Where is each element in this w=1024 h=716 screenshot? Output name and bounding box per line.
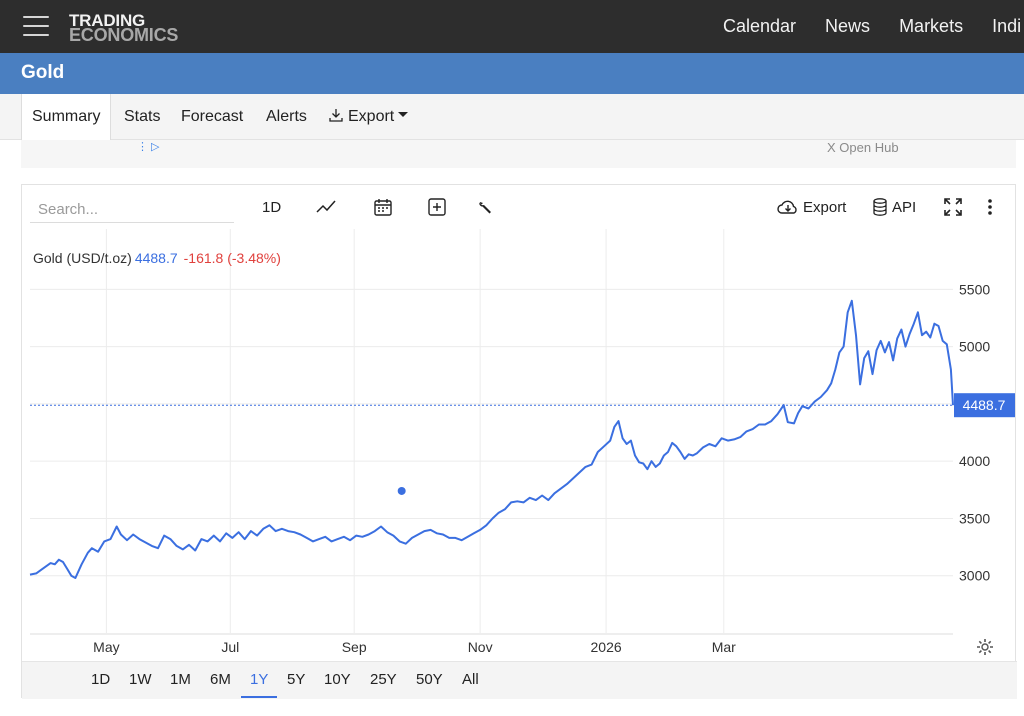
chart-settings-gear-icon[interactable] [975, 637, 995, 662]
top-nav-links: Calendar News Markets Indi [723, 0, 1024, 53]
x-tick-label: Nov [468, 639, 493, 655]
ad-info-icon[interactable]: ⋮ ▷ [137, 141, 160, 153]
y-tick-label: 3500 [959, 510, 990, 526]
section-tabs: Summary Stats Forecast Alerts Export [0, 94, 1024, 141]
wrench-icon[interactable] [475, 195, 495, 219]
nav-indicators[interactable]: Indi [992, 16, 1022, 36]
api-button[interactable]: API [871, 195, 916, 219]
calendar-icon[interactable] [373, 195, 393, 219]
legend-value: 4488.7 [134, 250, 178, 266]
top-navigation-bar: TRADING ECONOMICS Calendar News Markets … [0, 0, 1024, 53]
x-tick-label: May [93, 639, 119, 655]
chart-panel: 3000 3500 4000 5000 5500 May Jul Sep Nov 2026 Mar 4… [21, 184, 1017, 699]
legend-series-name: Gold (USD/t.oz) [33, 250, 132, 266]
range-all[interactable]: All [462, 671, 479, 688]
range-6m[interactable]: 6M [210, 671, 231, 688]
price-chart[interactable]: 3000 3500 4000 5000 5500 May Jul Sep Nov 2026 Mar 4… [22, 185, 1017, 699]
nav-news[interactable]: News [825, 16, 871, 36]
ad-text: X Open Hub [827, 140, 899, 155]
range-25y[interactable]: 25Y [370, 671, 397, 688]
download-icon [329, 109, 343, 122]
fullscreen-icon[interactable] [942, 195, 964, 219]
site-logo[interactable]: TRADING ECONOMICS [69, 11, 179, 45]
series-line [29, 299, 954, 579]
logo-line-1: TRADING [69, 11, 146, 30]
ad-banner[interactable]: ⋮ ▷ X Open Hub [21, 140, 1016, 168]
page-title: Gold [21, 62, 65, 83]
nav-calendar[interactable]: Calendar [723, 16, 797, 36]
tab-alerts[interactable]: Alerts [266, 108, 307, 125]
x-tick-label: Sep [342, 639, 367, 655]
nav-markets[interactable]: Markets [899, 16, 964, 36]
search-input[interactable] [30, 197, 234, 223]
logo-line-2: ECONOMICS [69, 25, 179, 45]
page-title-bar: Gold [0, 53, 1024, 94]
api-label: API [892, 198, 917, 216]
range-1w[interactable]: 1W [129, 671, 152, 688]
x-tick-label: 2026 [591, 639, 622, 655]
tab-export-label: Export [348, 108, 395, 125]
range-1d[interactable]: 1D [91, 671, 111, 688]
compare-plus-icon[interactable] [427, 195, 447, 219]
y-tick-label: 3000 [959, 568, 990, 584]
interval-button[interactable]: 1D [262, 198, 282, 216]
tab-forecast[interactable]: Forecast [181, 108, 244, 125]
chart-type-line-icon[interactable] [315, 195, 337, 219]
range-5y[interactable]: 5Y [287, 671, 306, 688]
chart-export-label: Export [803, 198, 847, 216]
tab-stats[interactable]: Stats [124, 108, 161, 125]
hamburger-menu-icon[interactable] [23, 16, 49, 38]
database-icon [873, 198, 887, 216]
range-10y[interactable]: 10Y [324, 671, 351, 688]
last-value-box [954, 393, 1015, 418]
hover-marker [397, 486, 406, 495]
y-tick-label: 5000 [959, 339, 990, 355]
legend-change: -161.8 (-3.48%) [183, 250, 281, 266]
range-50y[interactable]: 50Y [416, 671, 443, 688]
range-1y[interactable]: 1Y [241, 662, 278, 698]
range-selector: 1D 1W 1M 6M 1Y 5Y 10Y 25Y 50Y All [22, 661, 1017, 699]
cloud-download-icon [777, 200, 797, 214]
x-tick-label: Mar [712, 639, 736, 655]
y-tick-label: 4000 [959, 453, 990, 469]
range-1m[interactable]: 1M [170, 671, 191, 688]
chart-export-button[interactable]: Export [776, 195, 846, 219]
last-value-label: 4488.7 [963, 397, 1006, 413]
caret-down-icon [398, 112, 409, 117]
x-tick-label: Jul [221, 639, 239, 655]
tab-export[interactable]: Export [328, 94, 413, 140]
y-tick-label: 5500 [959, 281, 990, 297]
chart-legend: Gold (USD/t.oz) 4488.7 -161.8 (-3.48%) [33, 250, 281, 266]
tab-summary[interactable]: Summary [21, 94, 112, 141]
more-options-icon[interactable] [986, 195, 994, 219]
